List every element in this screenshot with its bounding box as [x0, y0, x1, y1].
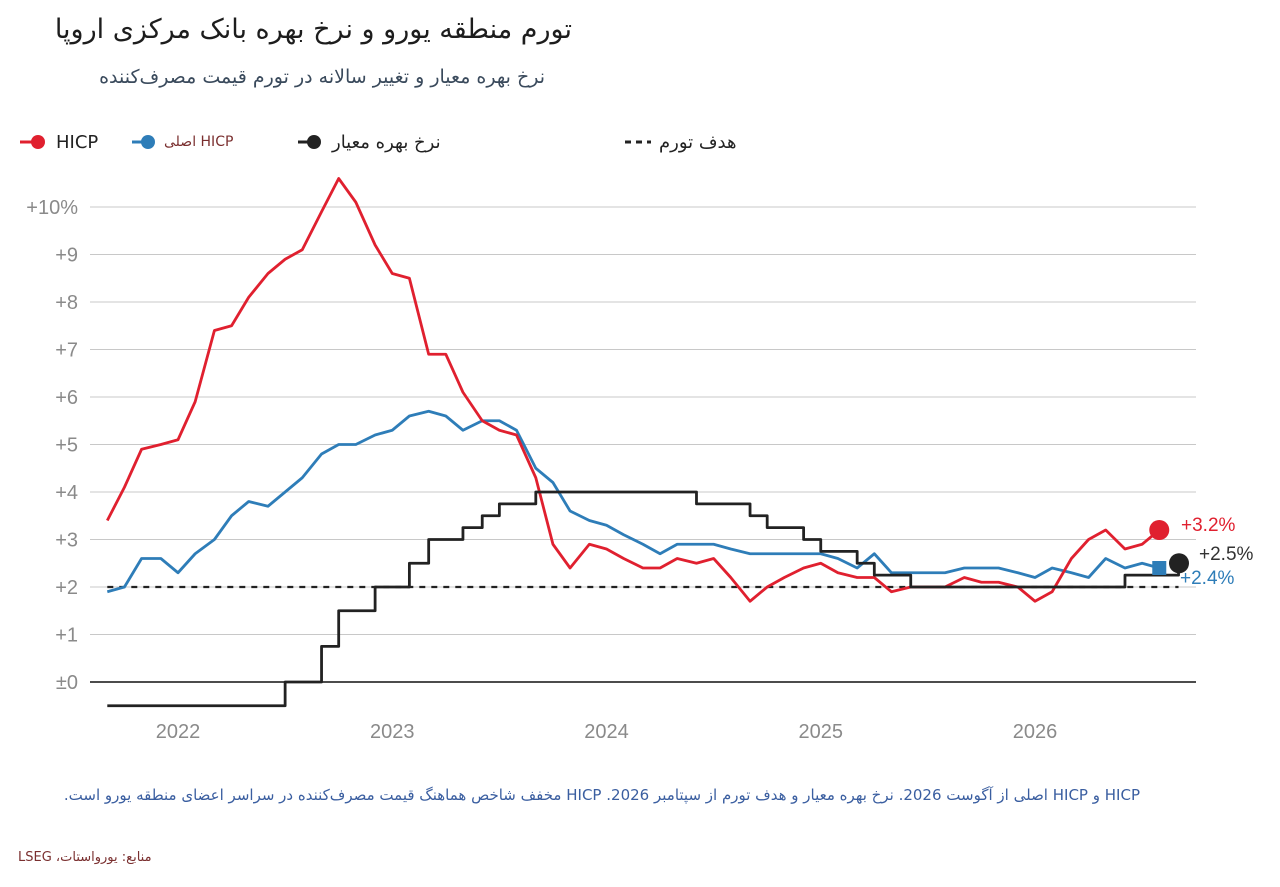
y-tick-label-4: +4 [55, 482, 78, 504]
legend-item-hicp: HICP [20, 128, 98, 156]
y-tick-label-1: +1 [55, 625, 78, 647]
legend-marker-core [132, 135, 155, 149]
series-line-rate [107, 490, 1180, 708]
y-tick-label-5: +5 [55, 435, 78, 457]
y-tick-label-0: ±0 [56, 672, 78, 694]
x-tick-label-2: 2024 [584, 721, 629, 743]
chart-title: تورم منطقه یورو و نرخ بهره بانک مرکزی ار… [54, 14, 572, 45]
end-marker-rate [1169, 553, 1189, 574]
legend-item-core: HICP اصلی [132, 128, 233, 156]
y-tick-label-8: +8 [55, 292, 78, 314]
y-tick-label-6: +6 [55, 387, 78, 409]
legend-label-core: HICP اصلی [164, 134, 234, 150]
end-label-core: +2.4% [1180, 568, 1235, 589]
legend-marker-rate [298, 135, 321, 149]
end-marker-hicp [1149, 520, 1170, 540]
series-line-core [106, 409, 1160, 594]
legend-marker-hicp [20, 135, 45, 149]
chart-subtitle: نرخ بهره معیار و تغییر سالانه در تورم قی… [99, 66, 545, 88]
legend-item-target: هدف تورم [625, 128, 736, 156]
y-tick-label-3: +3 [55, 530, 78, 552]
source-note: منابع: یورواستات، LSEG [18, 850, 152, 865]
x-tick-label-3: 2025 [799, 721, 844, 743]
legend-marker-target [625, 140, 651, 144]
end-marker-core [1152, 561, 1167, 575]
legend-item-rate: نرخ بهره معیار [298, 128, 441, 156]
y-tick-label-10: +10% [26, 197, 78, 219]
footnote: HICP و HICP اصلی از آگوست 2026. نرخ بهره… [63, 786, 1140, 804]
y-tick-label-2: +2 [55, 577, 78, 599]
y-tick-label-7: +7 [55, 340, 78, 362]
y-tick-label-9: +9 [55, 245, 78, 267]
legend-label-rate: نرخ بهره معیار [332, 131, 441, 153]
end-label-hicp: +3.2% [1181, 515, 1236, 536]
x-tick-label-1: 2023 [370, 721, 415, 743]
end-label-rate: +2.5% [1199, 544, 1254, 565]
x-tick-label-0: 2022 [156, 721, 201, 743]
legend-label-target: هدف تورم [659, 131, 737, 153]
legend-label-hicp: HICP [56, 131, 99, 153]
series-line-hicp [106, 177, 1161, 603]
x-tick-label-4: 2026 [1013, 721, 1058, 743]
